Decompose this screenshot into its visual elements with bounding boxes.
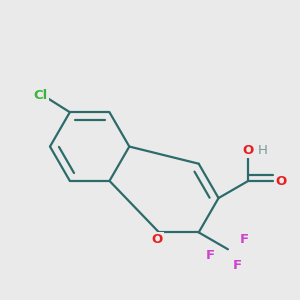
Text: O: O — [242, 143, 254, 157]
Text: O: O — [275, 175, 286, 188]
Text: Cl: Cl — [34, 89, 48, 102]
Text: O: O — [152, 233, 163, 247]
Text: H: H — [257, 143, 267, 157]
Text: F: F — [206, 249, 214, 262]
Text: F: F — [233, 259, 242, 272]
Text: F: F — [240, 233, 249, 246]
